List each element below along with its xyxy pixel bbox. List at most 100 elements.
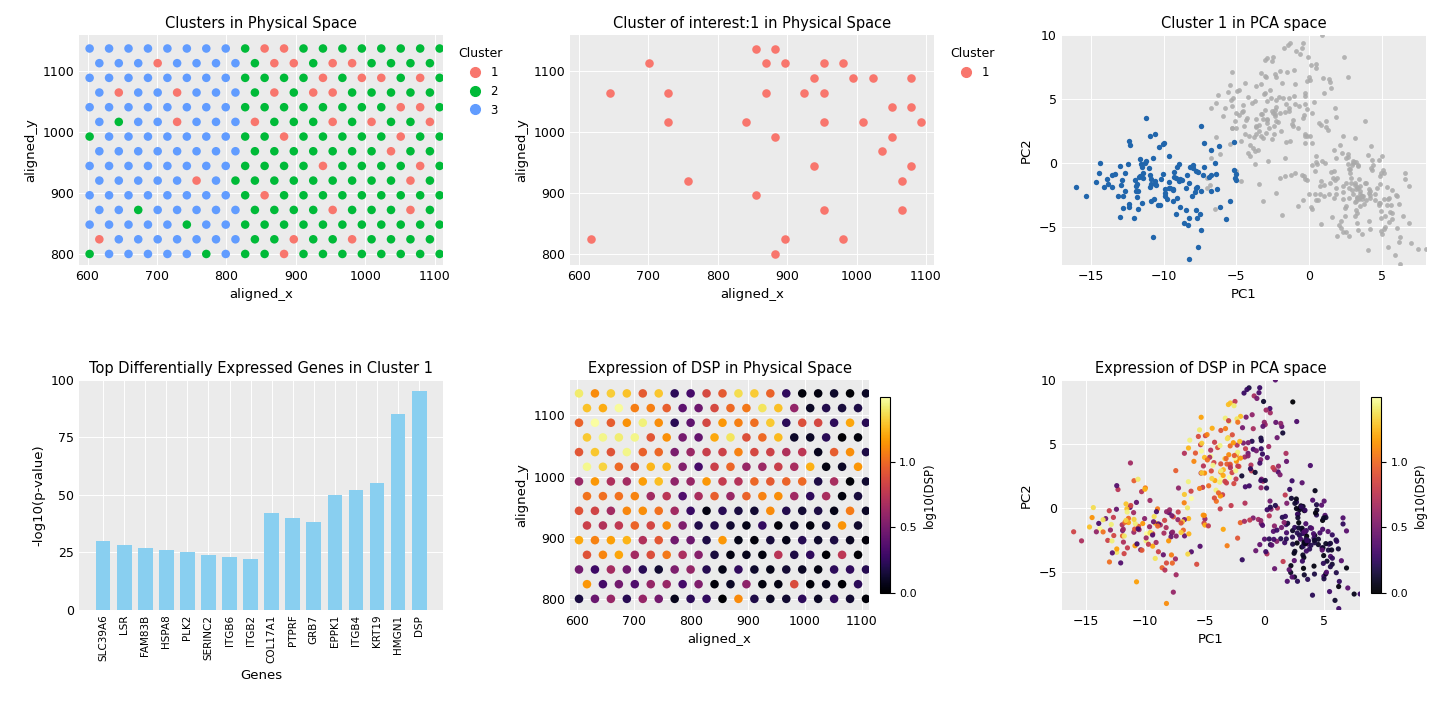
- Point: [1200, 465, 1223, 477]
- Point: [1218, 79, 1241, 90]
- Point: [1092, 526, 1115, 538]
- Point: [1261, 462, 1284, 473]
- Point: [1292, 37, 1315, 48]
- Point: [272, 190, 295, 201]
- Point: [1296, 538, 1319, 550]
- Point: [664, 535, 687, 546]
- Point: [793, 87, 816, 98]
- Point: [1310, 29, 1333, 41]
- Point: [1096, 535, 1119, 546]
- Point: [1287, 530, 1310, 541]
- Point: [204, 204, 228, 215]
- Point: [1122, 507, 1145, 518]
- Y-axis label: aligned_y: aligned_y: [24, 118, 37, 182]
- Point: [1407, 243, 1430, 254]
- Point: [791, 476, 814, 487]
- Point: [1168, 175, 1191, 186]
- Point: [243, 146, 266, 157]
- Point: [1251, 519, 1274, 531]
- Point: [1214, 423, 1237, 434]
- Point: [1204, 475, 1227, 486]
- Point: [1208, 440, 1231, 451]
- Point: [1244, 121, 1267, 132]
- Point: [1277, 564, 1300, 576]
- Point: [579, 233, 602, 245]
- Point: [727, 593, 750, 604]
- Point: [799, 549, 822, 560]
- Point: [1310, 500, 1333, 511]
- Point: [1214, 453, 1237, 464]
- Point: [1320, 545, 1344, 556]
- Point: [1197, 480, 1220, 491]
- Point: [117, 72, 140, 83]
- Point: [117, 161, 140, 172]
- Point: [1130, 161, 1153, 172]
- Point: [1100, 519, 1123, 530]
- Point: [1320, 83, 1344, 94]
- Point: [127, 175, 150, 186]
- Point: [1233, 106, 1256, 117]
- Point: [253, 131, 276, 142]
- Point: [599, 564, 622, 575]
- Point: [186, 87, 209, 98]
- Point: [615, 505, 638, 517]
- Point: [1303, 96, 1326, 107]
- Point: [78, 131, 101, 142]
- Point: [292, 72, 315, 83]
- Bar: [117, 545, 131, 610]
- Point: [1133, 482, 1156, 494]
- Point: [1153, 564, 1176, 576]
- Point: [419, 146, 442, 157]
- Point: [592, 549, 615, 560]
- Point: [156, 219, 179, 230]
- Point: [759, 476, 782, 487]
- Point: [1272, 556, 1295, 567]
- Point: [1284, 99, 1308, 110]
- Point: [719, 549, 742, 560]
- Point: [1316, 526, 1339, 537]
- X-axis label: aligned_x: aligned_x: [688, 633, 752, 646]
- Point: [680, 564, 703, 575]
- Point: [1149, 519, 1172, 531]
- Point: [1139, 169, 1162, 180]
- Point: [1240, 459, 1263, 470]
- Point: [1205, 97, 1228, 109]
- Point: [1228, 453, 1251, 464]
- Point: [1155, 522, 1178, 533]
- Point: [719, 491, 742, 502]
- Point: [783, 491, 806, 502]
- Point: [1270, 421, 1293, 432]
- Title: Expression of DSP in Physical Space: Expression of DSP in Physical Space: [588, 361, 851, 376]
- Point: [389, 72, 412, 83]
- Point: [302, 233, 325, 245]
- Point: [1303, 165, 1326, 177]
- Point: [370, 248, 393, 259]
- Point: [1130, 486, 1153, 497]
- Point: [1237, 448, 1260, 459]
- Point: [1299, 130, 1322, 141]
- Point: [1241, 444, 1264, 455]
- Point: [671, 432, 694, 443]
- Point: [176, 72, 199, 83]
- Point: [1110, 174, 1133, 185]
- Point: [1117, 512, 1140, 524]
- Point: [264, 233, 287, 245]
- Point: [854, 447, 877, 458]
- Point: [1313, 510, 1336, 521]
- Point: [1253, 54, 1276, 65]
- Point: [1192, 161, 1215, 172]
- Point: [838, 593, 861, 604]
- Point: [107, 204, 130, 215]
- Point: [1286, 527, 1309, 538]
- Point: [1116, 543, 1139, 554]
- Point: [1210, 425, 1233, 436]
- Point: [233, 102, 256, 113]
- Point: [1302, 561, 1325, 572]
- Point: [1110, 519, 1133, 531]
- Point: [599, 87, 622, 98]
- Point: [107, 116, 130, 128]
- Point: [1282, 121, 1305, 132]
- Point: [1336, 583, 1359, 594]
- Point: [1400, 238, 1423, 249]
- Point: [1305, 62, 1328, 74]
